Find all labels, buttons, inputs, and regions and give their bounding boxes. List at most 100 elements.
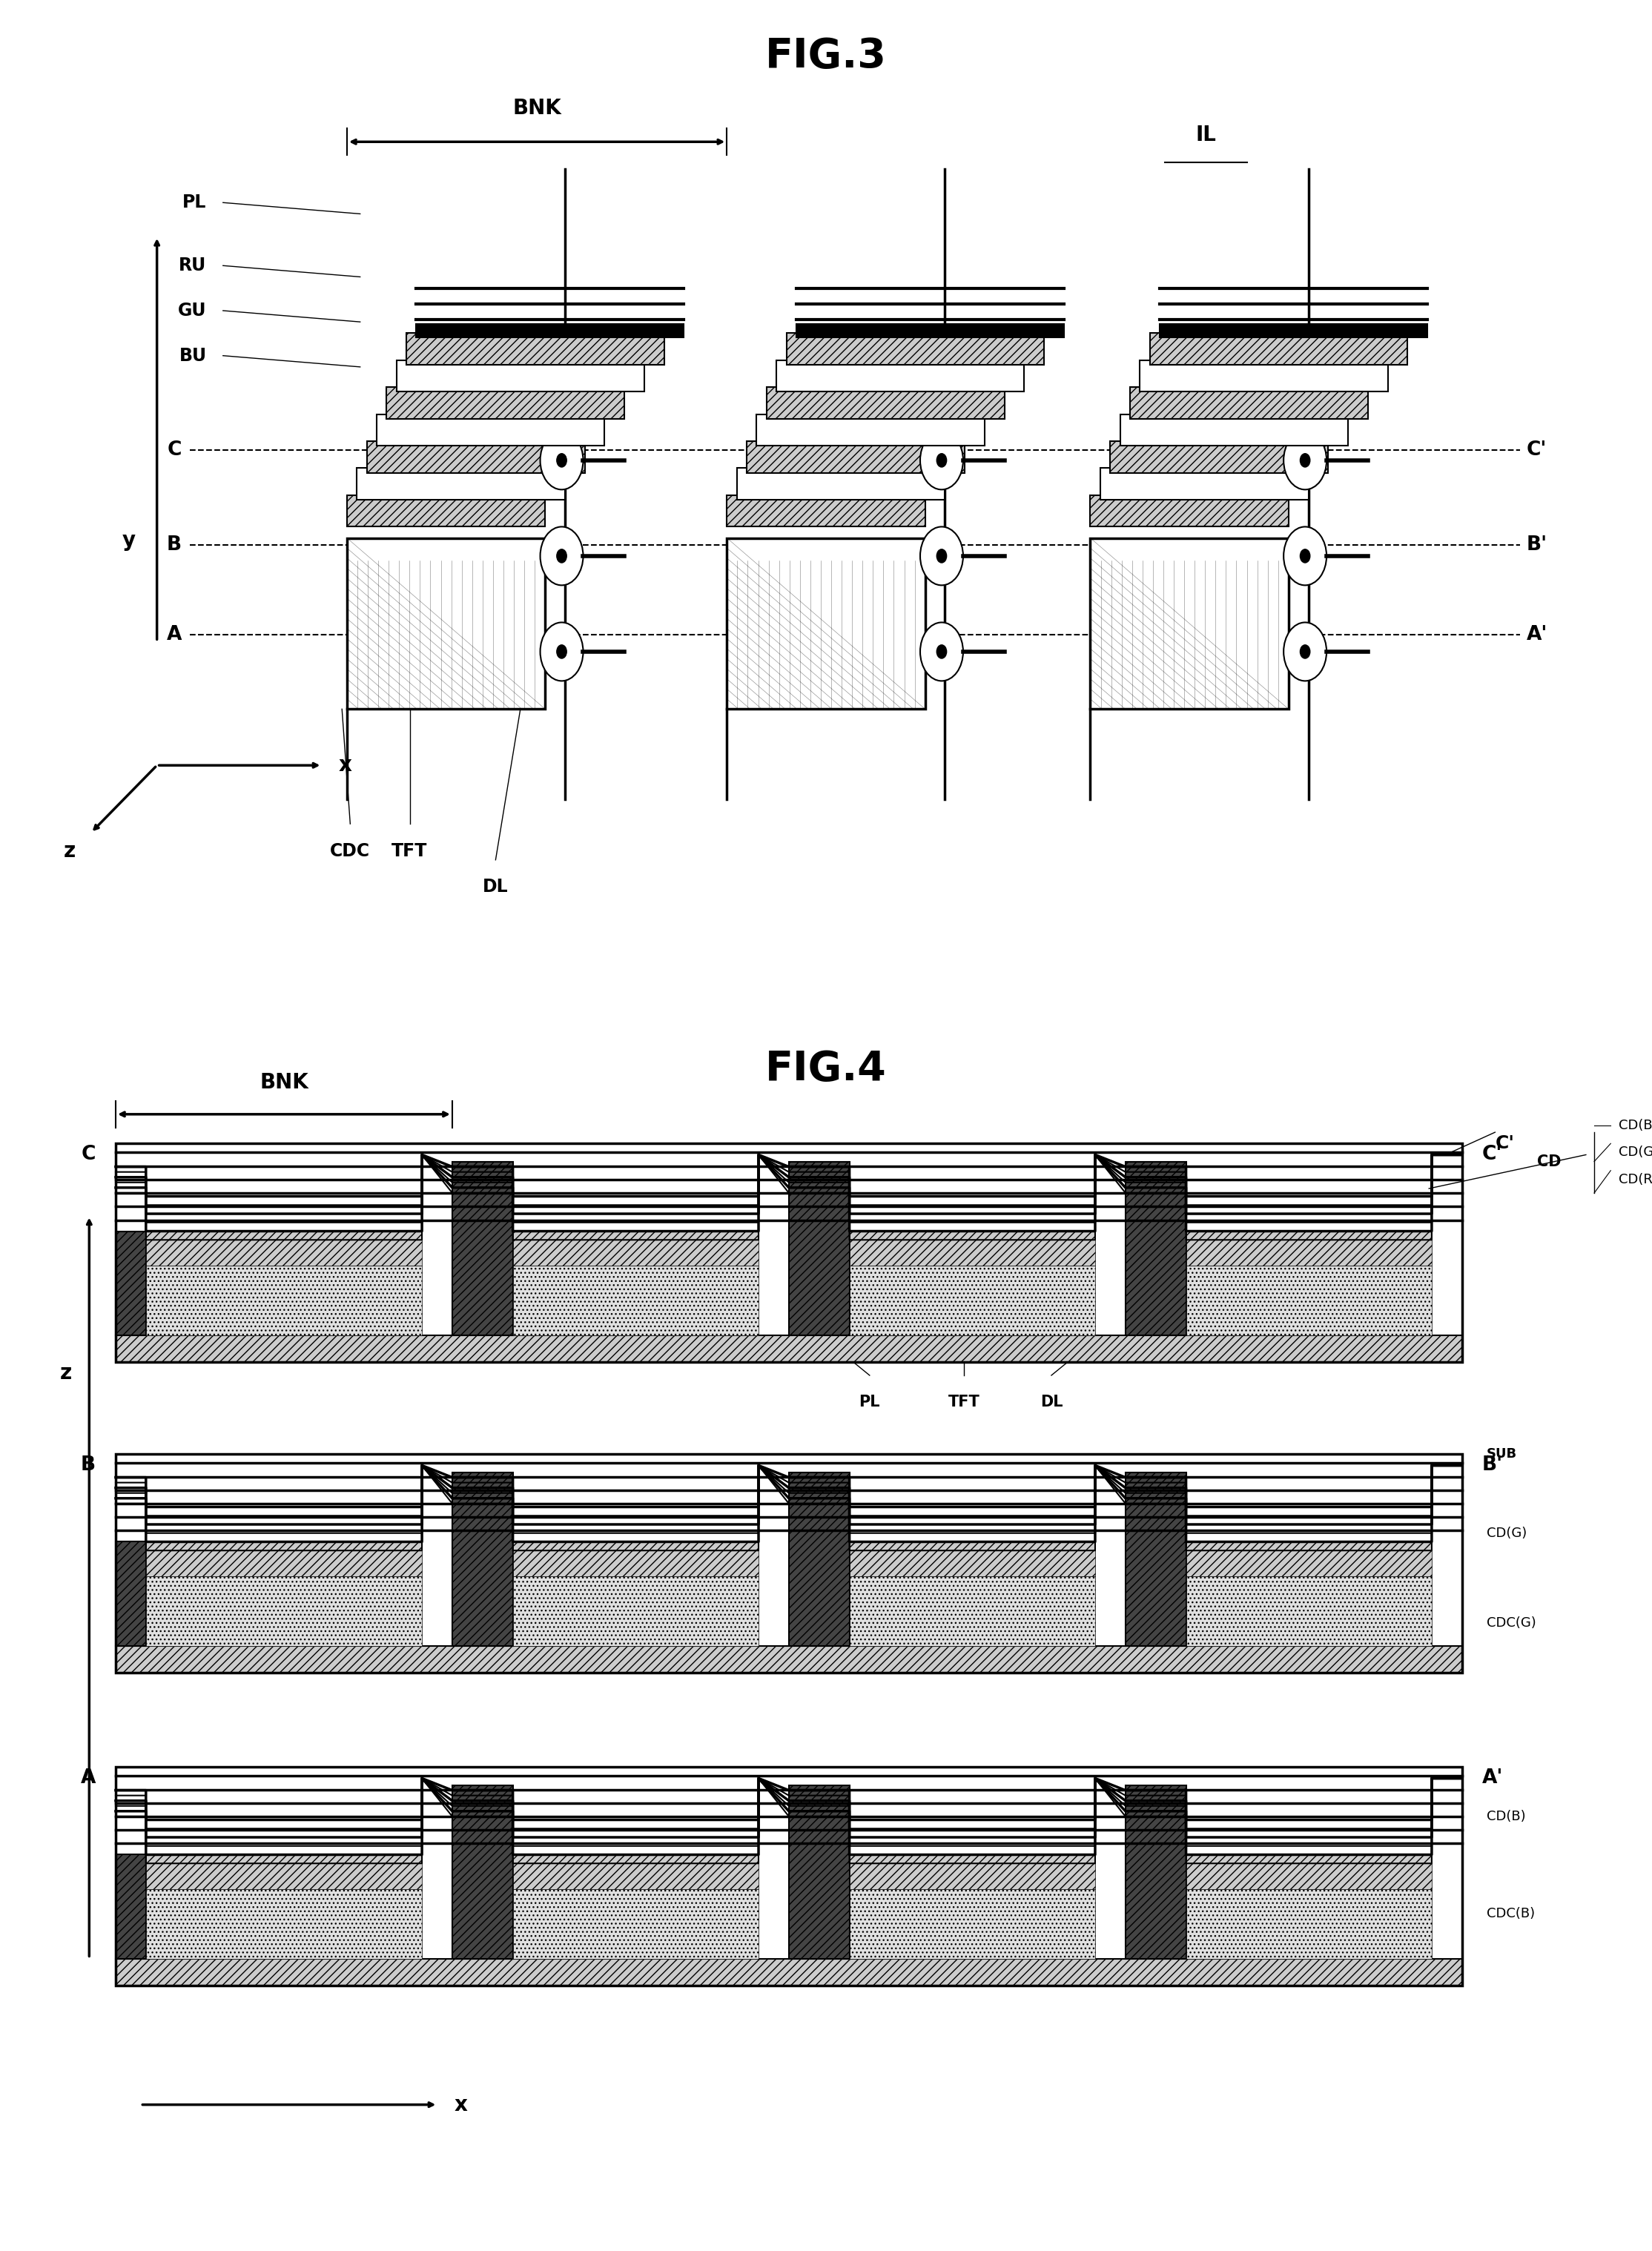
Circle shape: [540, 430, 583, 488]
Text: CD(B): CD(B): [1487, 1810, 1526, 1823]
Bar: [747, 441, 965, 473]
Text: BNK: BNK: [512, 97, 562, 119]
Bar: [367, 441, 585, 473]
Bar: [1110, 441, 1328, 473]
Bar: [776, 360, 1024, 392]
Bar: [145, 1855, 421, 1889]
Bar: [116, 1767, 1462, 1985]
Bar: [116, 1958, 1462, 1985]
Bar: [849, 1265, 1095, 1335]
Text: CDC(G): CDC(G): [1487, 1616, 1536, 1630]
Bar: [347, 495, 545, 527]
Text: x: x: [339, 754, 352, 777]
Circle shape: [1284, 624, 1327, 680]
Bar: [145, 1889, 421, 1958]
Bar: [512, 1231, 758, 1265]
Bar: [1125, 1785, 1186, 1958]
Text: RU: RU: [178, 257, 206, 275]
Text: C': C': [1495, 1135, 1515, 1153]
Bar: [512, 1576, 758, 1645]
Text: IL: IL: [1196, 124, 1216, 146]
Circle shape: [540, 624, 583, 680]
Bar: [512, 1855, 758, 1889]
Bar: [767, 387, 1004, 419]
Bar: [116, 1144, 1462, 1362]
Circle shape: [557, 549, 567, 563]
Text: A': A': [1482, 1769, 1503, 1787]
Circle shape: [920, 624, 963, 680]
Bar: [1090, 495, 1289, 527]
Bar: [727, 538, 925, 709]
Bar: [849, 1231, 1095, 1265]
Bar: [1120, 414, 1348, 446]
Circle shape: [557, 644, 567, 657]
Text: C: C: [167, 441, 182, 459]
Circle shape: [937, 452, 947, 466]
Bar: [357, 468, 565, 500]
Text: B: B: [81, 1456, 96, 1474]
Text: B': B': [1526, 536, 1548, 554]
Text: TFT: TFT: [948, 1396, 980, 1409]
Bar: [796, 324, 1064, 338]
Circle shape: [540, 527, 583, 585]
Bar: [406, 333, 664, 365]
Text: GU: GU: [178, 302, 206, 320]
Bar: [849, 1576, 1095, 1645]
Text: FIG.3: FIG.3: [765, 36, 887, 77]
Bar: [145, 1231, 421, 1265]
Circle shape: [920, 430, 963, 488]
Bar: [377, 414, 605, 446]
Text: CDC: CDC: [330, 842, 370, 860]
Bar: [145, 1542, 421, 1576]
Bar: [727, 495, 925, 527]
Bar: [145, 1576, 421, 1645]
Text: CD: CD: [1536, 1155, 1561, 1168]
Text: y: y: [122, 529, 135, 551]
Bar: [1186, 1889, 1432, 1958]
Circle shape: [1284, 430, 1327, 488]
Text: A: A: [167, 626, 182, 644]
Bar: [1125, 1162, 1186, 1335]
Bar: [396, 360, 644, 392]
Text: SUB: SUB: [1487, 1447, 1517, 1461]
Bar: [116, 1855, 145, 1958]
Circle shape: [1300, 452, 1310, 466]
Bar: [116, 1645, 1462, 1672]
Bar: [849, 1889, 1095, 1958]
Text: DL: DL: [482, 878, 509, 896]
Bar: [790, 1785, 849, 1958]
Bar: [1186, 1542, 1432, 1576]
Text: z: z: [63, 840, 76, 862]
Bar: [512, 1889, 758, 1958]
Text: DL: DL: [1041, 1396, 1062, 1409]
Bar: [453, 1785, 512, 1958]
Bar: [145, 1265, 421, 1335]
Text: A': A': [1526, 626, 1548, 644]
Bar: [1090, 538, 1289, 709]
Text: CD(G): CD(G): [1619, 1146, 1652, 1159]
Text: z: z: [59, 1362, 73, 1384]
Bar: [849, 1542, 1095, 1576]
Bar: [1130, 387, 1368, 419]
Text: x: x: [454, 2093, 468, 2116]
Text: CD(B): CD(B): [1619, 1119, 1652, 1132]
Bar: [116, 1542, 145, 1645]
Bar: [790, 1162, 849, 1335]
Circle shape: [1300, 549, 1310, 563]
Bar: [116, 1335, 1462, 1362]
Bar: [453, 1472, 512, 1645]
Text: B: B: [167, 536, 182, 554]
Text: B': B': [1482, 1456, 1503, 1474]
Bar: [1186, 1855, 1432, 1889]
Bar: [347, 538, 545, 709]
Bar: [1186, 1265, 1432, 1335]
Text: CD(G): CD(G): [1487, 1526, 1526, 1540]
Bar: [453, 1162, 512, 1335]
Bar: [1186, 1576, 1432, 1645]
Text: PL: PL: [859, 1396, 881, 1409]
Circle shape: [1300, 644, 1310, 657]
Text: CDC(B): CDC(B): [1487, 1907, 1535, 1920]
Bar: [1100, 468, 1308, 500]
Bar: [116, 1231, 145, 1335]
Text: A: A: [81, 1769, 96, 1787]
